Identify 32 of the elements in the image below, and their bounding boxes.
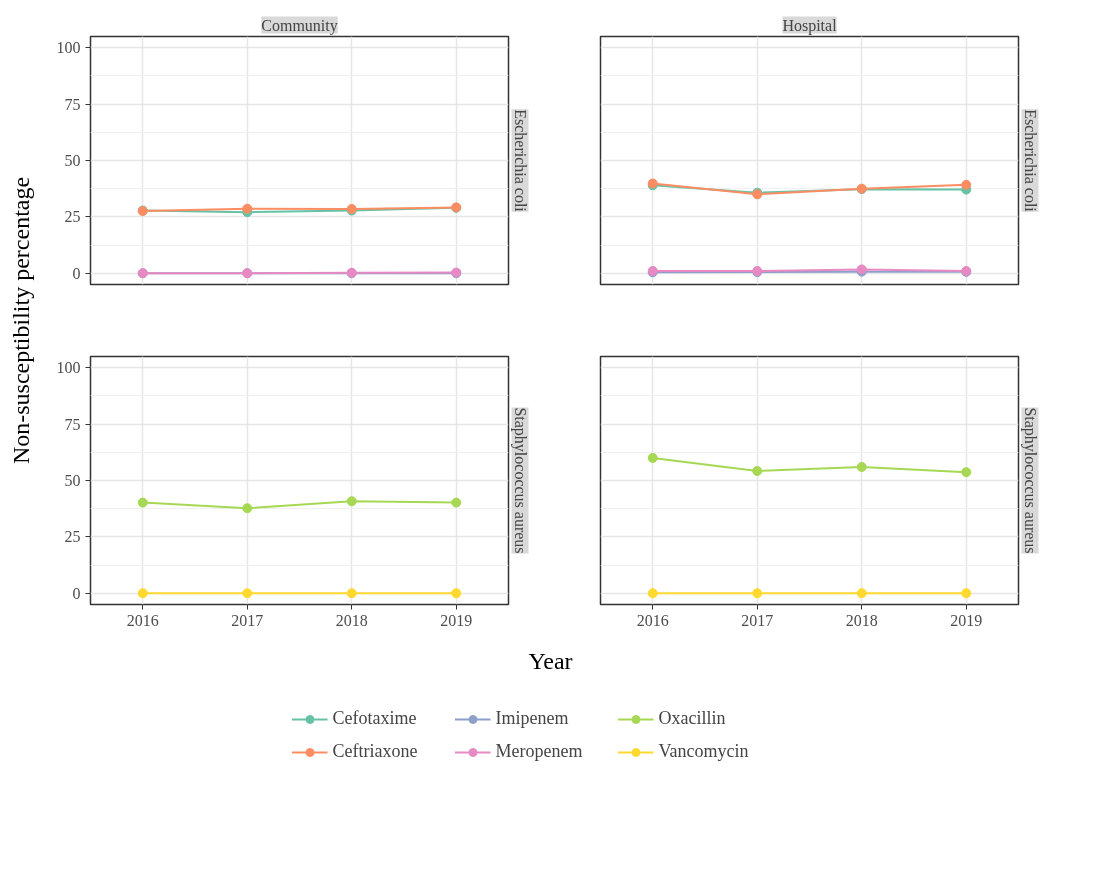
- x-tick-label: 2019: [950, 611, 983, 629]
- chart-title: Hospital: [782, 16, 838, 35]
- y-tick-label: 50: [64, 472, 81, 489]
- x-tick-label: 2019: [440, 611, 473, 629]
- y-tick-label: 25: [64, 208, 81, 226]
- legend-label: Cefotaxime: [332, 708, 418, 729]
- x-tick-label: 2017: [231, 611, 264, 629]
- x-tick-label: 2018: [335, 611, 368, 629]
- legend-label: Oxacillin: [658, 708, 727, 729]
- y-tick-label: 50: [64, 152, 81, 169]
- legend-label: Meropenem: [495, 741, 584, 762]
- x-tick-label: 2018: [845, 611, 878, 629]
- text: Escherichia coli: [511, 109, 529, 213]
- legend-label: Vancomycin: [658, 741, 750, 762]
- y-tick-label: 100: [56, 39, 81, 57]
- y-tick-label: 25: [64, 528, 81, 546]
- x-tick-label: 2017: [741, 611, 774, 629]
- y-tick-label: 100: [56, 359, 81, 377]
- y-tick-label: 0: [72, 264, 81, 282]
- y-tick-label: 0: [72, 584, 81, 602]
- y-tick-label: 75: [64, 415, 81, 433]
- x-tick-label: 2016: [126, 611, 159, 629]
- x-axis-title: Year: [528, 647, 573, 674]
- y-axis-title: Non-susceptibility percentage: [7, 176, 34, 465]
- chart-title: Community: [261, 16, 338, 35]
- text: Staphylococcus aureus: [510, 407, 529, 554]
- x-tick-label: 2016: [636, 611, 669, 629]
- legend-label: Ceftriaxone: [332, 741, 419, 762]
- legend-label: Imipenem: [495, 708, 570, 729]
- text: Staphylococcus aureus: [1020, 407, 1039, 554]
- y-tick-label: 75: [64, 95, 81, 113]
- text: Escherichia coli: [1021, 109, 1039, 213]
